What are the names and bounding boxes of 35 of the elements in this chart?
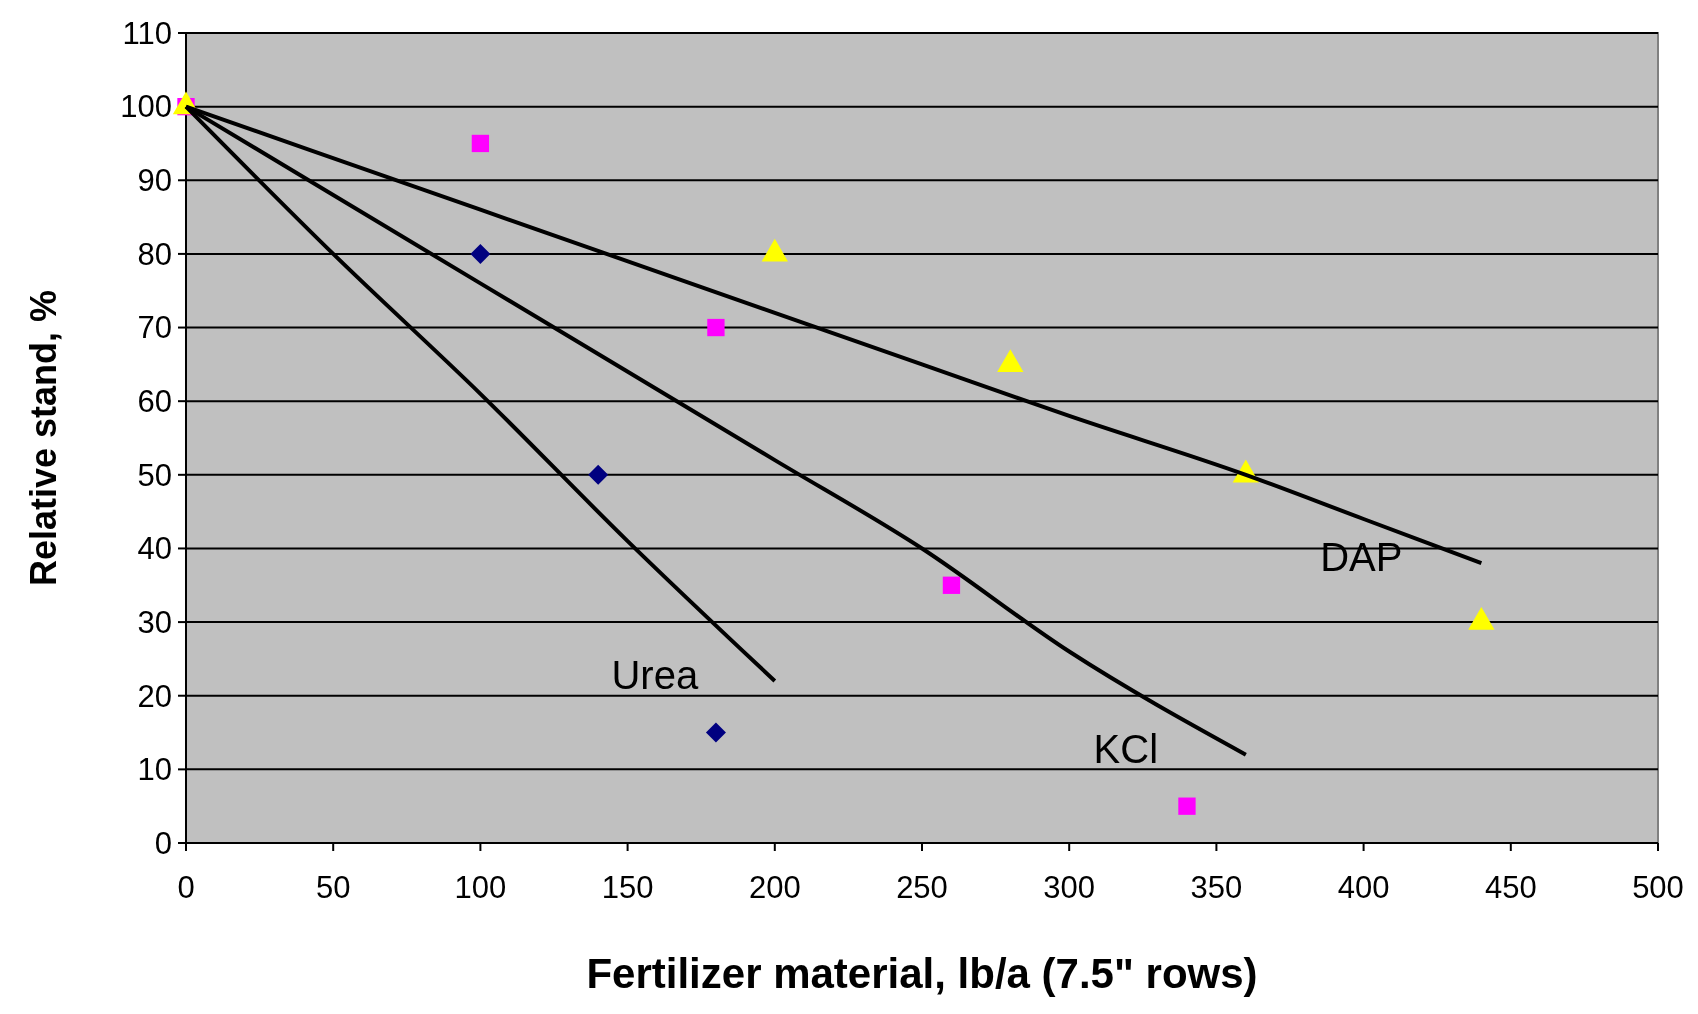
- x-tick-label: 400: [1337, 870, 1390, 905]
- x-axis-title: Fertilizer material, lb/a (7.5" rows): [586, 950, 1258, 997]
- x-tick-label: 0: [177, 870, 195, 905]
- x-tick-label: 50: [315, 870, 351, 905]
- series-label: KCl: [1093, 726, 1159, 771]
- y-tick-label: 40: [137, 531, 172, 567]
- point: [705, 722, 726, 743]
- y-tick-label: 90: [137, 163, 172, 199]
- x-tick-label: 250: [896, 870, 948, 905]
- y-tick-label: 0: [154, 825, 172, 861]
- series-label: DAP: [1320, 535, 1403, 580]
- y-tick-label: 10: [137, 752, 172, 788]
- y-tick-label: 20: [137, 678, 172, 714]
- point: [471, 134, 490, 153]
- point: [588, 464, 609, 485]
- y-tick-label: 100: [120, 89, 172, 125]
- y-tick-label: 110: [122, 15, 172, 51]
- x-tick-label: 350: [1190, 870, 1243, 905]
- y-tick-label: 60: [137, 384, 172, 420]
- point: [942, 576, 961, 594]
- y-tick-label: 30: [137, 604, 172, 640]
- point: [1178, 797, 1196, 815]
- x-tick-label: 150: [601, 870, 654, 905]
- x-tick-label: 450: [1484, 870, 1537, 905]
- y-tick-label: 70: [137, 310, 172, 346]
- y-axis-title: Relative stand, %: [23, 289, 64, 587]
- x-tick-label: 500: [1632, 870, 1684, 905]
- point: [470, 243, 491, 264]
- series-label: Urea: [611, 653, 699, 697]
- y-tick-label: 50: [137, 457, 172, 493]
- y-tick-label: 80: [137, 236, 172, 272]
- x-tick-label: 200: [748, 870, 801, 905]
- point: [707, 318, 725, 337]
- x-tick-label: 300: [1043, 870, 1096, 905]
- x-tick-label: 100: [454, 870, 507, 905]
